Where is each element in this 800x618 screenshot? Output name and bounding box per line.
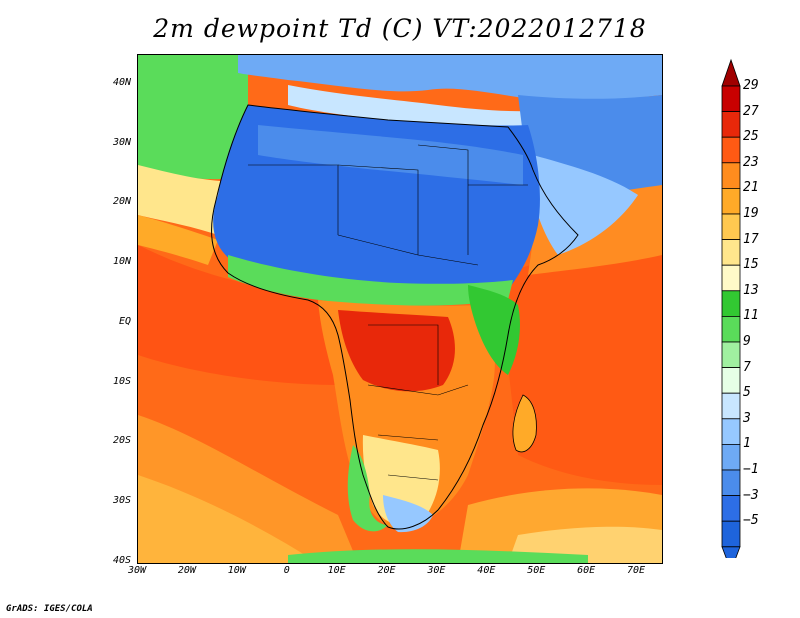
map-title: 2m dewpoint Td (C) VT:2022012718 (153, 14, 647, 43)
south-atlantic-cool (138, 475, 318, 563)
lon-tick-label: 30E (427, 565, 446, 576)
legend-color-box (721, 239, 741, 266)
atlantic-warm-band (138, 245, 338, 385)
lat-tick-label: 30N (112, 136, 131, 148)
legend-level-label: −5 (743, 513, 759, 529)
legend-level-label: 15 (743, 257, 759, 273)
legend-color-box (721, 443, 741, 471)
legend-color-box (721, 495, 741, 522)
legend-color-box (721, 341, 741, 369)
legend-level-label: 21 (743, 180, 759, 196)
legend-level-label: 23 (743, 154, 759, 170)
legend-color-box (721, 85, 741, 113)
legend-level-label: 13 (743, 282, 759, 298)
legend-color-box (721, 367, 741, 394)
sahara-light-blue (258, 125, 523, 185)
lon-tick-label: 20W (177, 565, 196, 576)
legend-top-arrow (721, 58, 741, 87)
north-atlantic-orange (138, 215, 218, 265)
legend-color-box (721, 520, 741, 548)
legend-level-label: 29 (743, 78, 759, 93)
southern-africa-dry (362, 435, 440, 525)
lon-tick-label: 0 (283, 565, 290, 576)
lon-tick-label: 50E (527, 565, 546, 576)
madagascar (512, 394, 537, 453)
lon-tick-label: 60E (577, 565, 596, 576)
sahel-transition (228, 255, 513, 306)
lat-tick-label: 40S (112, 555, 131, 566)
legend-color-box (721, 418, 741, 445)
legend-level-label: 27 (743, 103, 759, 119)
lon-tick-label: 10W (227, 565, 246, 576)
legend-level-label: −3 (743, 487, 759, 503)
lat-tick-label: EQ (118, 315, 131, 327)
legend-color-box (721, 213, 741, 241)
legend-color-box (721, 162, 741, 189)
legend-level-label: −1 (743, 462, 759, 477)
lon-tick-label: 40E (477, 565, 496, 576)
mediterranean-sea (288, 85, 548, 126)
color-legend (721, 58, 741, 558)
legend-color-box (721, 315, 741, 343)
map-plot-area (137, 54, 663, 564)
legend-level-label: 3 (743, 410, 751, 426)
africa-coastline (211, 104, 579, 530)
legend-color-box (721, 136, 741, 164)
lat-tick-label: 10N (112, 256, 131, 268)
legend-level-label: 11 (743, 308, 759, 324)
lat-tick-label: 20S (112, 435, 131, 447)
country-borders (248, 144, 528, 481)
legend-level-label: 5 (743, 385, 751, 401)
arabian-peninsula (528, 155, 638, 255)
legend-bottom-arrow (721, 546, 741, 558)
legend-color-box (721, 290, 741, 317)
dewpoint-map (138, 55, 662, 563)
lon-tick-label: 70E (627, 565, 646, 576)
lon-tick-label: 10E (327, 565, 346, 576)
europe-land (238, 55, 662, 103)
lat-tick-label: 20N (112, 196, 131, 208)
lat-tick-label: 30S (112, 495, 131, 507)
legend-color-box (721, 392, 741, 420)
legend-color-box (721, 469, 741, 497)
legend-level-label: 17 (743, 231, 759, 247)
lat-tick-label: 40N (112, 76, 131, 88)
credit-text: GrADS: IGES/COLA (6, 604, 93, 614)
lat-tick-label: 10S (112, 375, 131, 387)
southern-ocean-green (288, 549, 588, 563)
lon-tick-label: 30W (127, 565, 147, 576)
east-africa-green (468, 285, 520, 375)
legend-color-box (721, 187, 741, 215)
congo-basin (338, 310, 455, 392)
lon-tick-label: 20E (377, 565, 396, 576)
legend-level-label: 7 (743, 359, 751, 375)
north-atlantic-field (138, 55, 248, 180)
legend-level-label: 9 (743, 334, 751, 349)
legend-level-label: 1 (743, 436, 751, 452)
legend-level-label: 25 (743, 129, 759, 145)
legend-color-box (721, 264, 741, 292)
legend-color-box (721, 111, 741, 138)
indian-ocean-field (498, 235, 662, 485)
legend-level-label: 19 (743, 206, 759, 221)
